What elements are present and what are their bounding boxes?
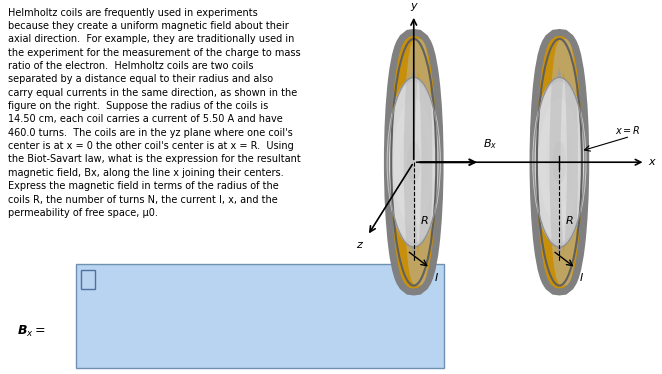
Ellipse shape bbox=[400, 120, 427, 205]
FancyBboxPatch shape bbox=[81, 270, 95, 289]
Ellipse shape bbox=[553, 141, 566, 183]
Ellipse shape bbox=[534, 82, 585, 243]
Text: $\boldsymbol{B}_x=$: $\boldsymbol{B}_x=$ bbox=[17, 324, 46, 339]
Ellipse shape bbox=[388, 82, 440, 243]
Text: $x = R$: $x = R$ bbox=[615, 125, 641, 137]
Text: $I$: $I$ bbox=[434, 271, 439, 283]
Ellipse shape bbox=[539, 99, 580, 226]
Text: y: y bbox=[410, 1, 417, 11]
Ellipse shape bbox=[545, 120, 573, 205]
Text: Helmholtz coils are frequently used in experiments
because they create a uniform: Helmholtz coils are frequently used in e… bbox=[8, 7, 301, 218]
Text: R: R bbox=[566, 216, 574, 226]
Text: z: z bbox=[356, 240, 362, 249]
Text: $I$: $I$ bbox=[579, 271, 585, 283]
FancyBboxPatch shape bbox=[76, 264, 444, 368]
Ellipse shape bbox=[393, 99, 434, 226]
Ellipse shape bbox=[532, 77, 587, 247]
Text: R: R bbox=[420, 216, 428, 226]
Text: x: x bbox=[649, 157, 655, 167]
Text: $B_x$: $B_x$ bbox=[483, 137, 497, 151]
Ellipse shape bbox=[407, 141, 420, 183]
Ellipse shape bbox=[387, 77, 441, 247]
